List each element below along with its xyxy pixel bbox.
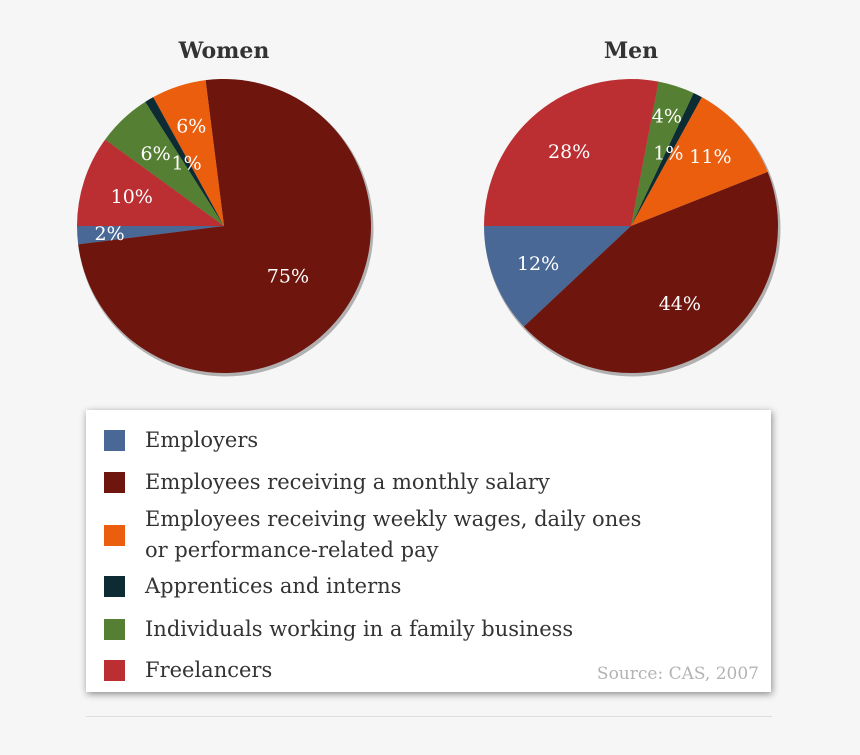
pie-charts: Women 2%75%6%1%6%10% Men 12%44%11%1%4%28… bbox=[77, 38, 781, 377]
pie-label-women-employers: 2% bbox=[94, 223, 124, 245]
legend-label: Freelancers bbox=[145, 658, 273, 682]
pie-slice-women-employers bbox=[77, 226, 224, 245]
legend-item-employers: Employers bbox=[104, 425, 665, 456]
pie-slice-men-apprentices bbox=[631, 92, 702, 227]
legend-item-family-business: Individuals working in a family business bbox=[104, 614, 665, 645]
pie-slice-women-family-business bbox=[105, 101, 224, 226]
legend-label: Individuals working in a family business bbox=[145, 617, 574, 641]
pie-title-women: Women bbox=[178, 38, 270, 64]
legend-item-freelancers: Freelancers bbox=[104, 655, 665, 686]
legend-label: Employers bbox=[145, 428, 259, 452]
pie-label-women-family-business: 6% bbox=[140, 143, 170, 165]
legend-swatch bbox=[104, 430, 125, 451]
pie-slice-women-monthly-salary bbox=[78, 79, 371, 373]
legend-swatch bbox=[104, 660, 125, 681]
pie-label-women-apprentices: 1% bbox=[172, 153, 202, 175]
pie-slice-men-employers bbox=[484, 226, 631, 327]
legend-item-monthly-salary: Employees receiving a monthly salary bbox=[104, 467, 665, 498]
pie-slice-men-freelancers bbox=[484, 79, 659, 226]
pie-label-women-weekly-wages: 6% bbox=[176, 115, 206, 137]
pie-label-men-family-business: 4% bbox=[652, 106, 682, 128]
legend-swatch bbox=[104, 525, 125, 546]
pie-label-men-employers: 12% bbox=[517, 253, 559, 275]
pie-slice-men-weekly-wages bbox=[631, 97, 768, 226]
pie-label-women-freelancers: 10% bbox=[111, 186, 153, 208]
legend-item-weekly-wages: Employees receiving weekly wages, daily … bbox=[104, 504, 665, 566]
source-note: Source: CAS, 2007 bbox=[596, 664, 759, 684]
legend: Employers Employees receiving a monthly … bbox=[86, 410, 771, 692]
legend-swatch bbox=[104, 619, 125, 640]
pie-slice-women-apprentices bbox=[145, 97, 224, 226]
divider bbox=[86, 716, 772, 717]
legend-swatch bbox=[104, 576, 125, 597]
pie-chart-women: Women 2%75%6%1%6%10% bbox=[77, 38, 374, 377]
pie-slice-men-monthly-salary bbox=[523, 171, 778, 373]
pie-chart-men: Men 12% 44% 11% 1% 4% 28% bbox=[484, 38, 781, 377]
legend-item-apprentices: Apprentices and interns bbox=[104, 571, 665, 602]
pie-label-women-monthly-salary: 75% bbox=[267, 266, 309, 288]
pie-label-men-monthly-salary: 44% bbox=[659, 293, 701, 315]
pie-label-men-freelancers: 28% bbox=[548, 141, 590, 163]
pie-title-men: Men bbox=[604, 38, 658, 64]
pie-label-men-weekly-wages: 11% bbox=[689, 146, 731, 168]
pie-slice-women-freelancers bbox=[77, 139, 224, 226]
pie-slice-men-family-business bbox=[631, 81, 694, 226]
legend-label: Apprentices and interns bbox=[145, 574, 402, 598]
legend-label: Employees receiving weekly wages, daily … bbox=[145, 507, 642, 562]
legend-swatch bbox=[104, 472, 125, 493]
pie-slice-women-weekly-wages bbox=[153, 80, 224, 226]
pie-label-men-apprentices: 1% bbox=[653, 143, 683, 165]
legend-label: Employees receiving a monthly salary bbox=[145, 470, 550, 494]
